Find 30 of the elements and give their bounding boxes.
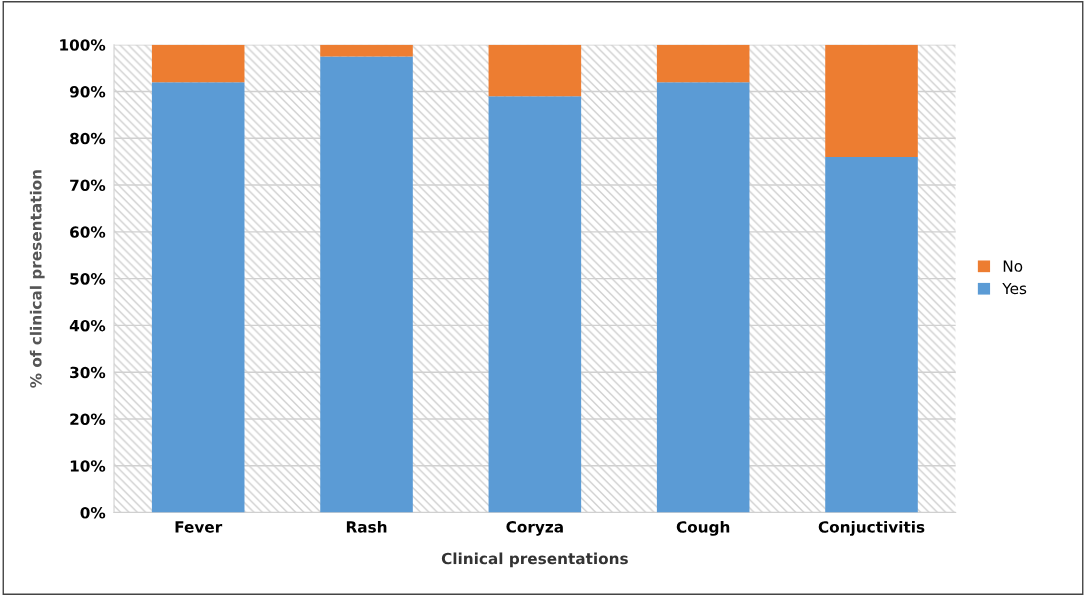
y-tick-label: 40% [69, 319, 106, 332]
y-tick-label: 0% [80, 507, 106, 519]
x-axis-title: Clinical presentations [441, 552, 628, 568]
y-tick-label: 50% [70, 273, 106, 285]
y-tick-label: 100% [60, 39, 106, 51]
legend-label: No [1003, 260, 1023, 272]
y-tick-label: 70% [70, 179, 106, 192]
bar [488, 96, 582, 513]
bar [320, 44, 413, 57]
bar [656, 82, 750, 513]
x-tick-label: Coryza [506, 521, 563, 536]
y-tick-label: 30% [70, 366, 106, 379]
y-tick-label: 10% [70, 460, 106, 472]
bar [825, 156, 918, 513]
y-tick-label: 20% [70, 413, 106, 426]
y-tick-label: 80% [70, 132, 106, 145]
bar [151, 44, 245, 83]
bar [825, 44, 918, 157]
x-tick-label: Rash [346, 520, 387, 533]
legend-label: Yes [1002, 282, 1027, 295]
y-tick-label: 60% [70, 226, 106, 238]
y-tick-label: 90% [69, 85, 106, 98]
bar [151, 82, 245, 513]
y-axis-title: % of clinical presentation [29, 170, 45, 388]
x-tick-label: Cough [676, 520, 730, 536]
x-tick-label: Fever [175, 521, 223, 533]
bar [488, 44, 582, 97]
x-tick-label: Conjuctivitis [818, 520, 925, 536]
bar [320, 56, 413, 513]
bar [656, 44, 750, 83]
